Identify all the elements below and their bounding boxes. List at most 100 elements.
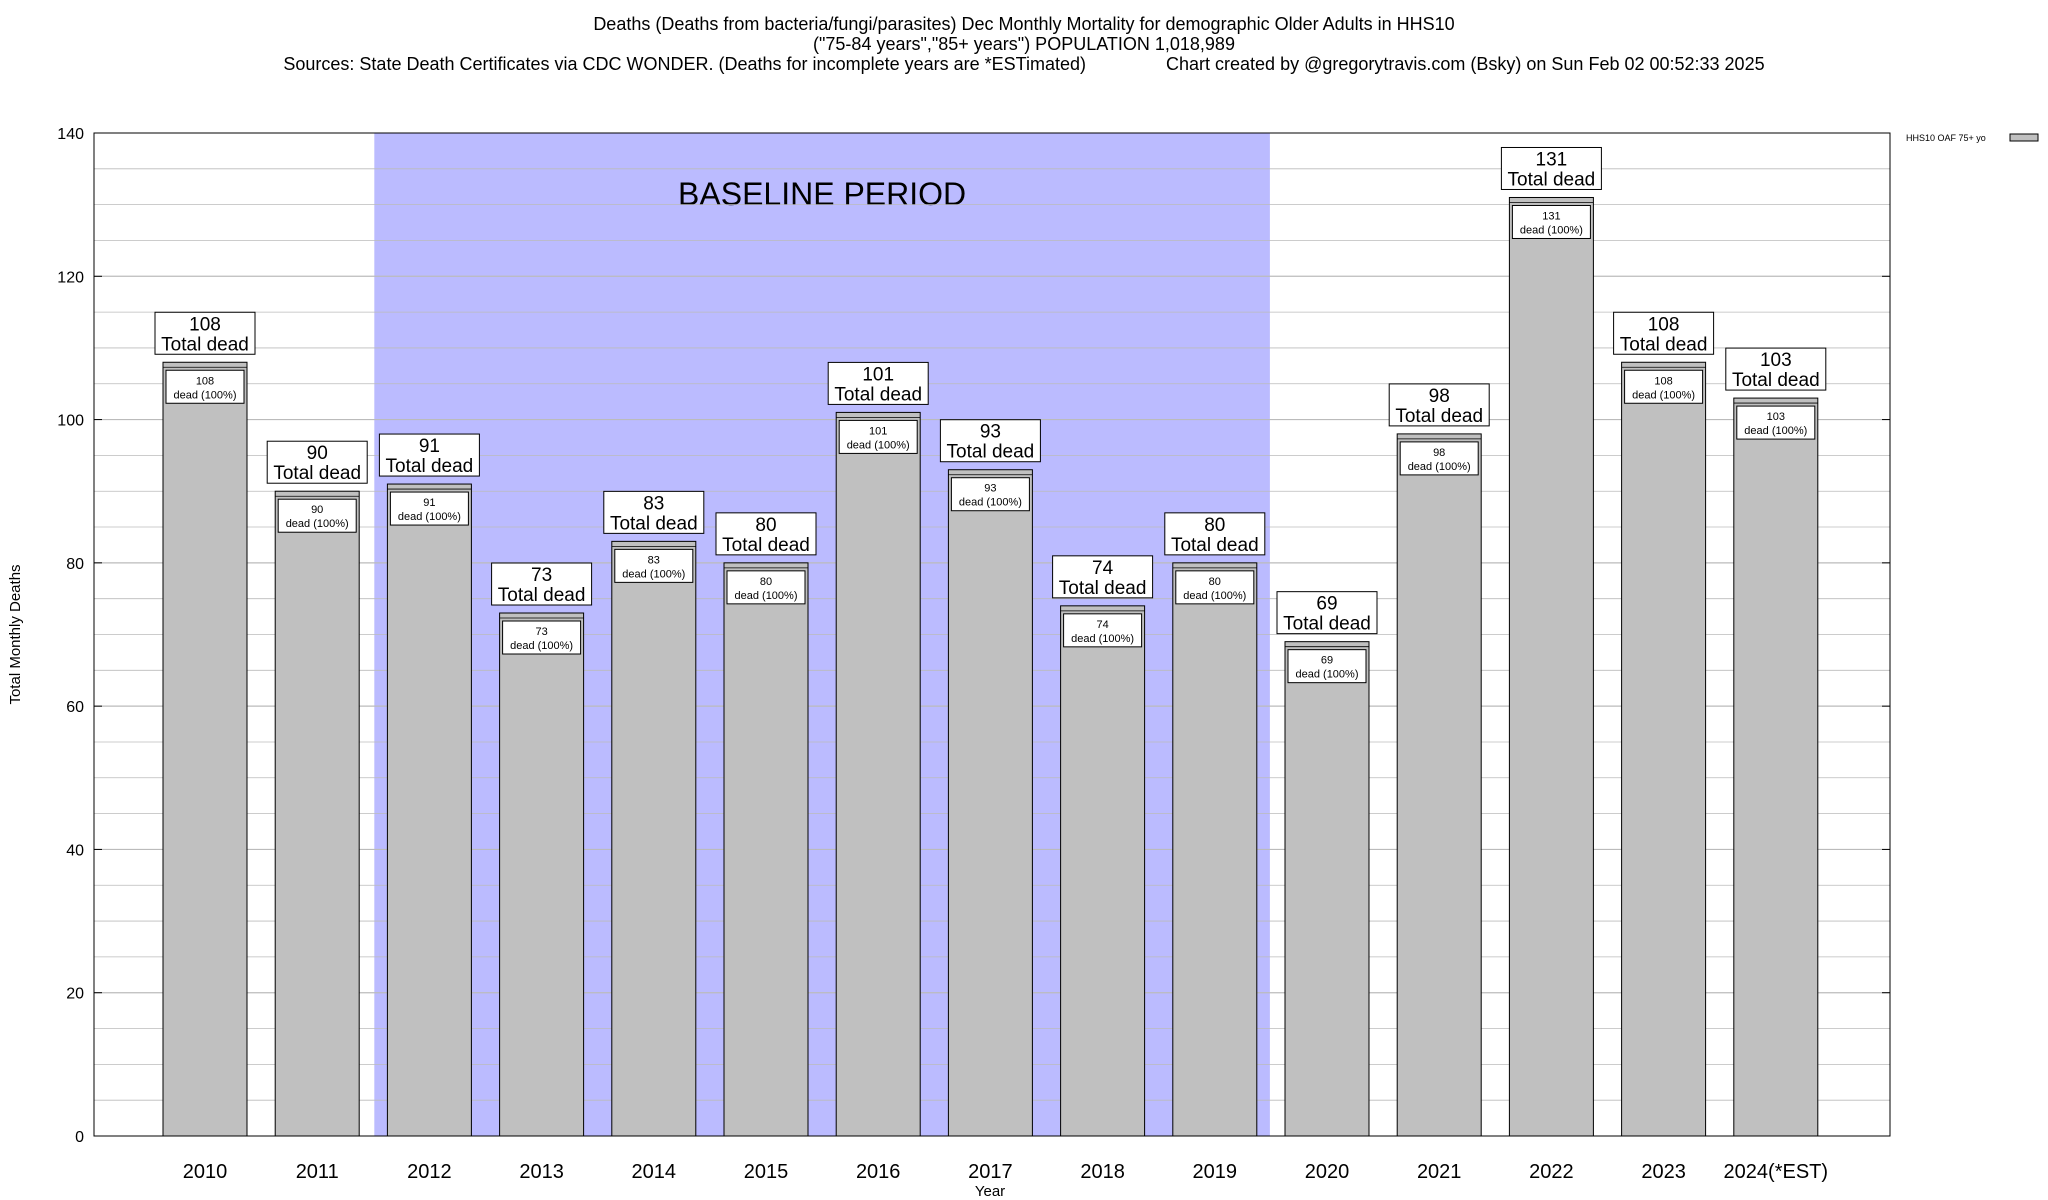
bar-top-label: Total dead (1732, 370, 1820, 391)
legend-swatch (2009, 133, 2039, 142)
bar-top-label-box (266, 440, 368, 484)
bar-inner-label-box (950, 477, 1030, 512)
x-tick-label: 2018 (1080, 1161, 1125, 1183)
bar-top-value: 74 (1092, 558, 1114, 579)
y-tick-label: 140 (57, 126, 84, 143)
bar-top-label-box (939, 419, 1041, 463)
bar-inner-label-box (614, 548, 694, 583)
bar (162, 361, 248, 1137)
x-tick-label: 2013 (519, 1161, 564, 1183)
bar-top-label-box (1164, 512, 1266, 556)
y-tick-label: 20 (66, 986, 84, 1003)
bar-top-value: 80 (1204, 515, 1225, 536)
bar (274, 490, 360, 1137)
bar-top-label: Total dead (386, 456, 474, 477)
bar-inner-value: 83 (648, 554, 660, 566)
bar-top-label-box (1500, 146, 1602, 190)
bar-inner-label-box (1287, 649, 1367, 684)
bar-top-value: 101 (862, 364, 894, 385)
bar-top-label: Total dead (722, 535, 810, 556)
bar-inner-label-box (1175, 570, 1255, 605)
bar-top-label: Total dead (610, 513, 698, 534)
x-tick-label: 2014 (632, 1161, 677, 1183)
bar-top-label-box (491, 562, 593, 606)
bar-top-value: 131 (1536, 149, 1568, 170)
bar-top-label: Total dead (834, 384, 922, 405)
y-tick-label: 100 (57, 413, 84, 430)
bar-inner-label: dead (100%) (1183, 590, 1246, 602)
bar-top-value: 93 (980, 422, 1001, 443)
bar-top-label: Total dead (273, 463, 361, 484)
bar-top-label: Total dead (947, 442, 1035, 463)
bar (723, 562, 809, 1137)
bar-inner-label-box (1399, 441, 1479, 476)
bar-inner-label: dead (100%) (1520, 224, 1583, 236)
x-tick-label: 2010 (183, 1161, 228, 1183)
bar-top-value: 83 (643, 493, 664, 514)
y-tick-label: 80 (66, 556, 84, 573)
bar-top-label: Total dead (1620, 334, 1708, 355)
bar-top-value: 98 (1429, 386, 1450, 407)
bar-inner-label-box (1063, 613, 1143, 648)
bar-inner-value: 74 (1096, 619, 1108, 631)
bar-inner-label: dead (100%) (622, 568, 685, 580)
bar-inner-value: 103 (1767, 411, 1785, 423)
bar-top-label-box (715, 512, 817, 556)
bar (947, 469, 1033, 1137)
bar (499, 612, 585, 1137)
x-tick-label: 2021 (1417, 1161, 1462, 1183)
y-tick-label: 120 (57, 269, 84, 286)
x-tick-label: 2019 (1193, 1161, 1238, 1183)
bar-inner-value: 101 (869, 425, 887, 437)
x-tick-label: 2012 (407, 1161, 452, 1183)
bar-inner-value: 80 (760, 576, 772, 588)
bar (1621, 361, 1707, 1137)
bar-top-label-box (1052, 555, 1154, 599)
x-tick-label: 2020 (1305, 1161, 1350, 1183)
y-tick-label: 60 (66, 699, 84, 716)
bar (386, 483, 472, 1137)
bar-top-label: Total dead (1059, 578, 1147, 599)
bar-top-label: Total dead (1508, 169, 1596, 190)
y-tick-label: 40 (66, 842, 84, 859)
bar-inner-label: dead (100%) (1071, 633, 1134, 645)
bar-top-value: 108 (189, 314, 221, 335)
bar-top-label: Total dead (161, 334, 249, 355)
bar-inner-value: 80 (1209, 576, 1221, 588)
bar-top-label-box (1725, 347, 1827, 391)
bar-inner-label-box (165, 369, 245, 404)
bar-top-label-box (154, 311, 256, 355)
bar-top-value: 103 (1760, 350, 1792, 371)
bar-top-label-box (378, 433, 480, 477)
bar-inner-label: dead (100%) (1744, 425, 1807, 437)
x-tick-label: 2011 (296, 1161, 339, 1183)
baseline-period-label: BASELINE PERIOD (678, 176, 966, 212)
bar-inner-label-box (389, 491, 469, 526)
x-axis-label: Year (975, 1183, 1005, 1200)
bar (1396, 433, 1482, 1137)
bar-inner-label: dead (100%) (286, 518, 349, 530)
bar-top-value: 80 (755, 515, 776, 536)
bar (1060, 605, 1146, 1137)
bar-top-label-box (603, 490, 705, 534)
bar-inner-label-box (502, 620, 582, 655)
bar-inner-label-box (277, 498, 357, 533)
bar-inner-value: 108 (1654, 375, 1672, 387)
x-tick-label: 2023 (1641, 1161, 1686, 1183)
bar-inner-value: 73 (535, 626, 547, 638)
bar-top-label-box (1613, 311, 1715, 355)
bar-inner-label: dead (100%) (1408, 461, 1471, 473)
bar-inner-label-box (1511, 204, 1591, 239)
bar-inner-value: 69 (1321, 655, 1333, 667)
x-tick-label: 2024(*EST) (1724, 1161, 1829, 1183)
x-tick-label: 2022 (1529, 1161, 1574, 1183)
bar-inner-label-box (1624, 369, 1704, 404)
bar-inner-label: dead (100%) (1296, 669, 1359, 681)
bar-top-value: 108 (1648, 314, 1680, 335)
bar-top-label-box (827, 361, 929, 405)
chart-title-line-2: ("75-84 years","85+ years") POPULATION 1… (813, 34, 1235, 54)
bar-top-value: 90 (307, 443, 328, 464)
bar-top-value: 73 (531, 565, 552, 586)
bar (835, 411, 921, 1137)
bar-top-label-box (1388, 383, 1490, 427)
